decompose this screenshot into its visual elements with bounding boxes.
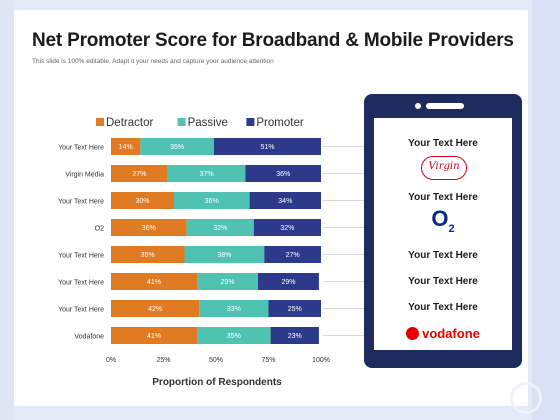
provider-text-4: Your Text Here [408, 276, 478, 287]
phone-camera-dot [415, 103, 421, 109]
bar-segment [264, 246, 321, 263]
bar-segment [213, 138, 321, 155]
bar-segment [258, 273, 319, 290]
data-label: 41% [147, 333, 161, 340]
data-label: 36% [276, 171, 290, 178]
category-label: O2 [95, 226, 104, 233]
page-title: Net Promoter Score for Broadband & Mobil… [32, 30, 514, 51]
bar-segment [197, 327, 271, 344]
provider-text-1: Your Text Here [408, 138, 478, 149]
data-label: 42% [148, 306, 162, 313]
data-label: 32% [280, 225, 294, 232]
data-label: 35% [227, 333, 241, 340]
legend-label: Promoter [256, 117, 303, 129]
bar-segment [111, 138, 141, 155]
data-label: 51% [260, 144, 274, 151]
data-label: 33% [227, 306, 241, 313]
provider-text-2: Your Text Here [408, 192, 478, 203]
bar-segment [249, 192, 321, 209]
category-label: Virgin Media [65, 172, 104, 179]
data-label: 32% [213, 225, 227, 232]
bar-segment [186, 219, 254, 236]
data-label: 27% [286, 252, 300, 259]
background-stripe-right [532, 0, 560, 420]
data-label: 23% [288, 333, 302, 340]
legend-label: Detractor [106, 117, 153, 129]
bar-segment [245, 165, 321, 182]
bar-segment [174, 192, 250, 209]
background-stripe-left [0, 0, 14, 420]
provider-text-5: Your Text Here [408, 302, 478, 313]
virgin-media-logo-icon: Virgin [421, 156, 467, 180]
data-label: 36% [205, 198, 219, 205]
bar-segment [111, 246, 185, 263]
data-label: 36% [142, 225, 156, 232]
data-label: 27% [132, 171, 146, 178]
category-label: Vodafone [74, 334, 104, 341]
data-label: 30% [135, 198, 149, 205]
x-tick-label: 25% [156, 357, 170, 364]
phone-mockup: Your Text Here Virgin Your Text Here O2 … [364, 94, 522, 368]
decorative-circle [510, 382, 542, 414]
legend-swatch [177, 118, 186, 126]
bar-segment [197, 273, 258, 290]
category-label: Your Text Here [58, 145, 104, 152]
category-label: Your Text Here [58, 253, 104, 260]
vodafone-speechmark-icon [406, 327, 420, 340]
data-label: 38% [217, 252, 231, 259]
x-tick-label: 75% [261, 357, 275, 364]
phone-screen: Your Text Here Virgin Your Text Here O2 … [374, 118, 512, 350]
category-label: Your Text Here [58, 280, 104, 287]
bar-segment [184, 246, 265, 263]
data-label: 41% [147, 279, 161, 286]
data-label: 34% [278, 198, 292, 205]
bar-segment [111, 219, 187, 236]
phone-speaker [426, 103, 464, 109]
bar-segment [199, 300, 269, 317]
bar-segment [167, 165, 246, 182]
category-label: Your Text Here [58, 199, 104, 206]
x-tick-label: 100% [312, 357, 330, 364]
data-label: 35% [170, 144, 184, 151]
bar-segment [111, 192, 174, 209]
bar-segment [270, 327, 319, 344]
x-tick-label: 50% [209, 357, 223, 364]
bar-segment [111, 273, 198, 290]
bar-segment [111, 300, 200, 317]
x-axis-title: Proportion of Respondents [152, 377, 282, 388]
category-label: Your Text Here [58, 307, 104, 314]
bar-segment [111, 165, 168, 182]
legend-swatch [96, 118, 104, 126]
legend-swatch [246, 118, 255, 126]
x-tick-label: 0% [106, 357, 116, 364]
vodafone-logo-icon: vodafone [374, 326, 512, 341]
bar-segment [140, 138, 214, 155]
bar-segment [111, 327, 198, 344]
bar-segment [253, 219, 321, 236]
data-label: 25% [288, 306, 302, 313]
bar-segment [268, 300, 321, 317]
o2-logo-icon: O2 [431, 206, 455, 235]
legend-label: Passive [188, 117, 228, 129]
data-label: 14% [119, 144, 133, 151]
data-label: 37% [200, 171, 214, 178]
data-label: 35% [141, 252, 155, 259]
page-subtitle: This slide is 100% editable. Adapt it yo… [32, 58, 274, 65]
provider-text-3: Your Text Here [408, 250, 478, 261]
data-label: 29% [221, 279, 235, 286]
data-label: 29% [281, 279, 295, 286]
